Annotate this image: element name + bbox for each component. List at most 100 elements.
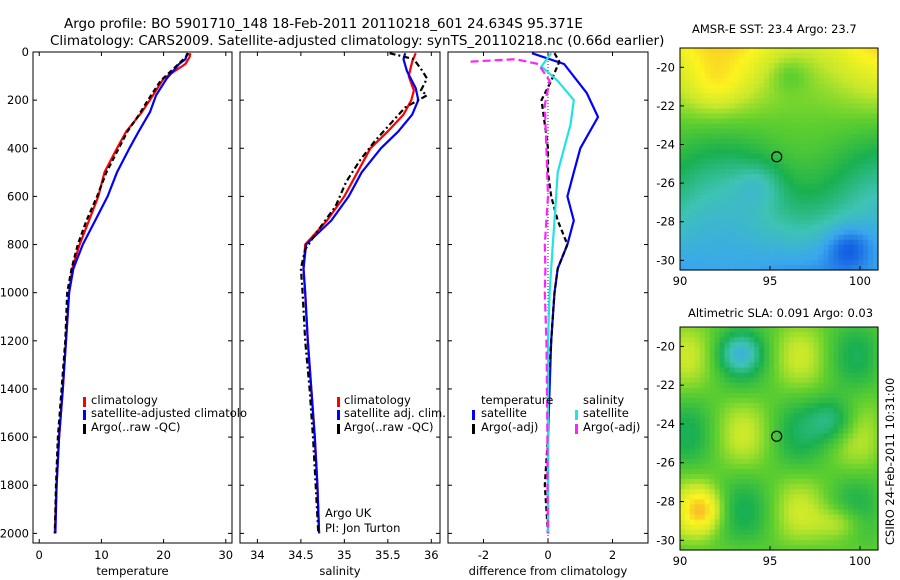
- heatmap-cell: [779, 387, 785, 394]
- heatmap-cell: [704, 357, 711, 364]
- heatmap-cell: [719, 544, 726, 551]
- heatmap-cell: [680, 534, 686, 541]
- heatmap-cell: [754, 229, 760, 236]
- heatmap-cell: [774, 93, 780, 100]
- heatmap-cell: [724, 509, 731, 516]
- heatmap-cell: [754, 68, 760, 74]
- heatmap-cell: [714, 133, 721, 140]
- heatmap-cell: [828, 204, 835, 211]
- heatmap-cell: [704, 387, 711, 394]
- heatmap-cell: [848, 138, 854, 145]
- heatmap-cell: [779, 148, 785, 155]
- heatmap-cell: [788, 194, 795, 200]
- heatmap-cell: [823, 159, 830, 165]
- heatmap-cell: [798, 184, 805, 190]
- heatmap-cell: [734, 113, 740, 120]
- legend-swatch: [337, 424, 340, 434]
- heatmap-cell: [694, 209, 701, 216]
- heatmap-cell: [709, 438, 716, 445]
- heatmap-cell: [680, 53, 686, 59]
- heatmap-cell: [774, 214, 780, 221]
- heatmap-cell: [719, 509, 726, 516]
- heatmap-cell: [714, 244, 721, 251]
- heatmap-cell: [709, 392, 716, 399]
- y-tick-label: -20: [656, 60, 675, 74]
- heatmap-cell: [704, 73, 711, 79]
- heatmap-cell: [853, 372, 859, 379]
- heatmap-cell: [779, 504, 785, 511]
- heatmap-cell: [754, 418, 760, 424]
- heatmap-cell: [833, 103, 839, 110]
- heatmap-cell: [823, 98, 830, 105]
- heatmap-cell: [724, 458, 731, 465]
- heatmap-cell: [704, 504, 711, 511]
- heatmap-cell: [714, 337, 721, 343]
- heatmap-cell: [694, 514, 701, 521]
- heatmap-cell: [759, 229, 765, 236]
- heatmap-cell: [818, 199, 825, 206]
- heatmap-cell: [803, 433, 810, 440]
- heatmap-cell: [744, 357, 750, 364]
- heatmap-cell: [734, 264, 740, 271]
- heatmap-cell: [793, 382, 800, 389]
- heatmap-cell: [704, 224, 711, 231]
- heatmap-cell: [749, 408, 755, 414]
- heatmap-cell: [868, 387, 874, 394]
- heatmap-cell: [868, 184, 874, 190]
- heatmap-cell: [823, 489, 830, 495]
- heatmap-cell: [858, 387, 864, 394]
- heatmap-cell: [868, 259, 874, 266]
- heatmap-cell: [873, 88, 879, 95]
- heatmap-cell: [774, 128, 780, 135]
- heatmap-cell: [694, 254, 701, 261]
- heatmap-cell: [808, 68, 815, 74]
- heatmap-cell: [734, 433, 740, 440]
- heatmap-cell: [818, 164, 825, 170]
- heatmap-cell: [843, 148, 849, 155]
- heatmap-cell: [793, 524, 800, 531]
- heatmap-cell: [813, 133, 820, 140]
- heatmap-cell: [709, 184, 716, 190]
- heatmap-cell: [798, 88, 805, 95]
- heatmap-cell: [823, 423, 830, 429]
- heatmap-cell: [843, 382, 849, 389]
- heatmap-cell: [709, 408, 716, 414]
- heatmap-cell: [793, 68, 800, 74]
- heatmap-cell: [818, 397, 825, 404]
- heatmap-cell: [694, 468, 701, 475]
- heatmap-cell: [724, 118, 731, 125]
- heatmap-cell: [769, 73, 775, 79]
- heatmap-cell: [873, 63, 879, 69]
- heatmap-cell: [699, 234, 706, 241]
- heatmap-cell: [689, 229, 696, 236]
- heatmap-cell: [714, 357, 721, 364]
- heatmap-cell: [818, 473, 825, 480]
- heatmap-cell: [680, 249, 686, 256]
- heatmap-cell: [739, 504, 745, 511]
- heatmap-cell: [873, 473, 879, 480]
- heatmap-cell: [684, 48, 691, 54]
- heatmap-cell: [699, 473, 706, 480]
- heatmap-cell: [739, 514, 745, 521]
- heatmap-cell: [764, 509, 770, 516]
- heatmap-cell: [838, 342, 844, 348]
- heatmap-cell: [704, 332, 711, 338]
- heatmap-cell: [798, 113, 805, 120]
- heatmap-cell: [813, 509, 820, 516]
- heatmap-cell: [843, 244, 849, 251]
- heatmap-cell: [803, 239, 810, 246]
- heatmap-cell: [734, 143, 740, 150]
- heatmap-cell: [843, 118, 849, 125]
- heatmap-cell: [774, 463, 780, 470]
- heatmap-cell: [729, 479, 736, 485]
- heatmap-cell: [744, 479, 750, 485]
- heatmap-cell: [694, 48, 701, 54]
- heatmap-cell: [873, 98, 879, 105]
- heatmap-cell: [749, 463, 755, 470]
- heatmap-cell: [783, 184, 790, 190]
- heatmap-cell: [680, 123, 686, 130]
- heatmap-cell: [749, 209, 755, 216]
- heatmap-cell: [769, 53, 775, 59]
- x-tick-label: 35: [337, 548, 352, 562]
- heatmap-cell: [783, 357, 790, 364]
